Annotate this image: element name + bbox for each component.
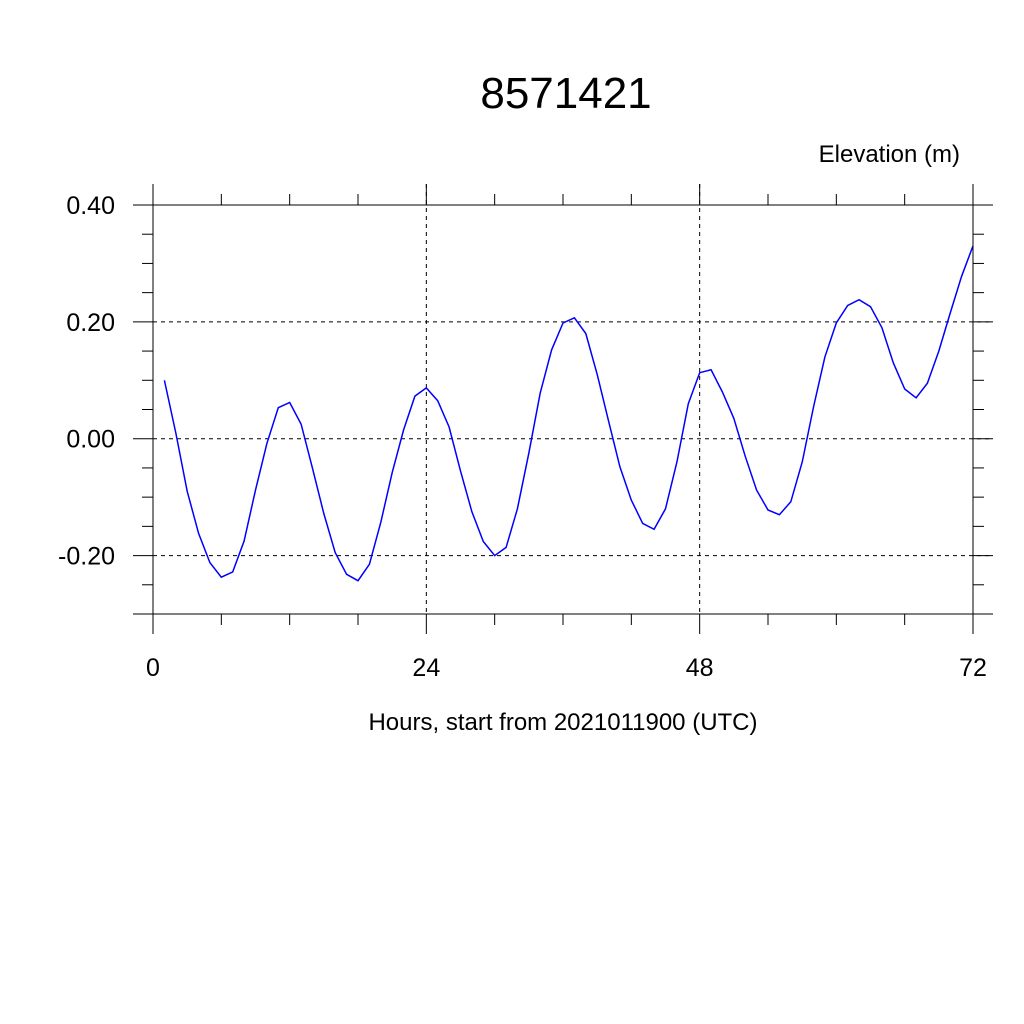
plot-frame xyxy=(152,204,974,615)
y-tick-label: 0.40 xyxy=(66,192,115,220)
y-axis-label: Elevation (m) xyxy=(819,141,960,168)
x-tick-label: 0 xyxy=(146,654,160,682)
series-layer xyxy=(163,245,974,582)
grid xyxy=(152,184,993,614)
x-axis-label: Hours, start from 2021011900 (UTC) xyxy=(368,709,757,736)
series-line xyxy=(163,245,974,582)
x-tick-label: 48 xyxy=(686,654,714,682)
x-tick-label: 72 xyxy=(959,654,987,682)
y-tick-label: -0.20 xyxy=(58,543,115,571)
y-tick-label: 0.20 xyxy=(66,309,115,337)
y-tick-label: 0.00 xyxy=(66,426,115,454)
x-tick-label: 24 xyxy=(412,654,440,682)
ticks xyxy=(133,184,993,634)
tick-labels: 0 24 48 72 0.40 0.20 0.00 -0.20 xyxy=(58,192,987,682)
chart-title: 8571421 xyxy=(480,69,651,118)
